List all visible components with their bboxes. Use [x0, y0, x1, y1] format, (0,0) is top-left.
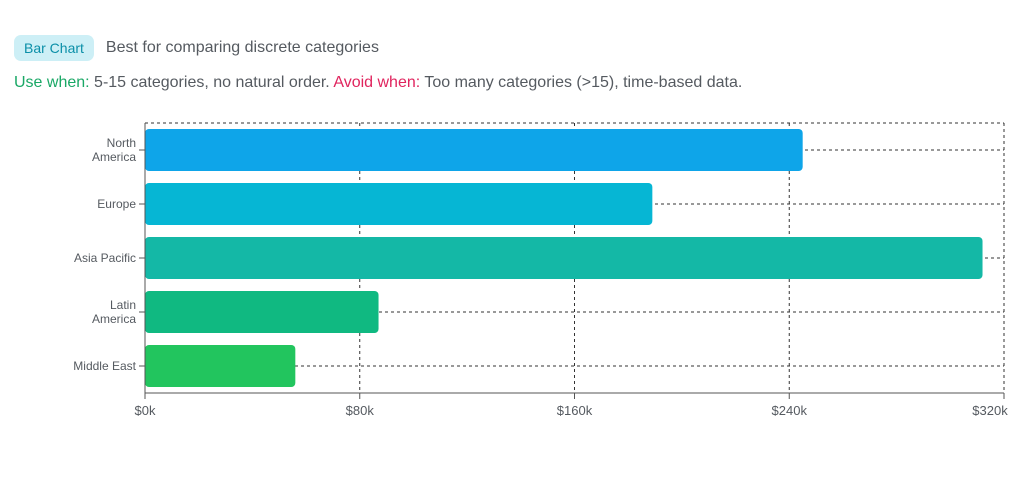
x-tick-label: $160k	[557, 403, 593, 418]
y-tick-label: Asia Pacific	[74, 251, 136, 265]
bar-europe[interactable]	[145, 182, 653, 226]
avoid-when-label: Avoid when:	[333, 74, 421, 91]
avoid-when-text: Too many categories (>15), time-based da…	[424, 74, 743, 91]
axes	[139, 123, 1005, 399]
y-axis-labels: North America Europe Asia Pacific Latin Ameri…	[73, 136, 136, 373]
x-axis-labels: $0k $80k $160k $240k $320k	[135, 403, 1009, 418]
bar-north-america[interactable]	[145, 128, 803, 172]
y-tick-label: Middle East	[73, 359, 136, 373]
chart-subtitle: Best for comparing discrete categories	[105, 39, 379, 56]
bar-middle-east[interactable]	[145, 344, 296, 388]
x-tick-label: $80k	[346, 403, 375, 418]
x-tick-label: $320k	[972, 403, 1008, 418]
bar-latin-america[interactable]	[145, 290, 379, 334]
y-tick-label: North America	[92, 136, 136, 164]
use-when-label: Use when:	[14, 74, 90, 91]
usage-guidance: Use when: 5-15 categories, no natural or…	[14, 74, 742, 92]
y-tick-label: Europe	[97, 197, 136, 211]
x-tick-label: $240k	[772, 403, 808, 418]
chart-header: Bar Chart Best for comparing discrete ca…	[14, 35, 379, 61]
use-when-text: 5-15 categories, no natural order.	[94, 74, 330, 91]
bar-asia-pacific[interactable]	[145, 236, 983, 280]
bars	[145, 128, 983, 388]
x-tick-label: $0k	[135, 403, 156, 418]
chart-type-badge: Bar Chart	[14, 35, 94, 61]
y-tick-label: Latin America	[92, 298, 136, 326]
